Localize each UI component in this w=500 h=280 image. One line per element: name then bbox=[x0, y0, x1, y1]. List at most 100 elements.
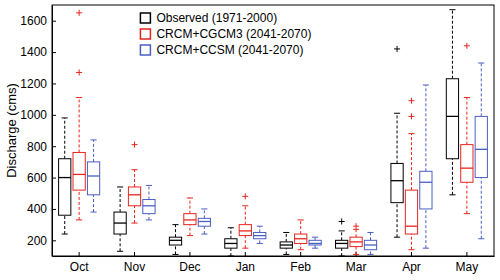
median bbox=[336, 243, 348, 244]
median bbox=[143, 205, 155, 206]
lower-cap bbox=[367, 254, 373, 255]
median bbox=[254, 235, 266, 236]
y-tick: 1600 bbox=[20, 14, 56, 28]
upper-whisker bbox=[230, 228, 231, 239]
box bbox=[420, 171, 432, 209]
lower-whisker bbox=[204, 226, 205, 234]
box-group bbox=[446, 10, 458, 195]
x-tick: May bbox=[456, 252, 479, 274]
median bbox=[225, 243, 237, 244]
x-axis: OctNovDecJanFebMarAprMay bbox=[53, 252, 495, 274]
lower-whisker bbox=[259, 239, 260, 244]
box-group bbox=[114, 187, 126, 251]
y-tick-mark bbox=[52, 209, 56, 210]
y-tick-label: 1400 bbox=[20, 45, 47, 59]
x-tick-label: Dec bbox=[179, 260, 200, 274]
lower-whisker bbox=[148, 214, 149, 220]
box-group bbox=[336, 218, 348, 256]
lower-cap bbox=[449, 194, 455, 195]
box bbox=[73, 152, 85, 190]
upper-cap bbox=[172, 224, 178, 225]
outlier bbox=[464, 43, 470, 49]
lower-cap bbox=[464, 213, 470, 214]
upper-cap bbox=[478, 63, 484, 64]
y-tick-mark bbox=[52, 115, 56, 116]
median bbox=[446, 116, 458, 117]
lower-cap bbox=[339, 256, 345, 257]
x-tick-mark bbox=[300, 252, 301, 256]
lower-whisker bbox=[93, 195, 94, 212]
x-tick: Jan bbox=[236, 252, 255, 274]
upper-whisker bbox=[286, 232, 287, 241]
lower-whisker bbox=[411, 234, 412, 250]
y-tick: 1400 bbox=[20, 45, 56, 59]
upper-cap bbox=[131, 169, 137, 170]
lower-whisker bbox=[466, 182, 467, 213]
upper-cap bbox=[90, 139, 96, 140]
lower-cap bbox=[146, 219, 152, 220]
box-group bbox=[280, 232, 292, 254]
lower-whisker bbox=[134, 206, 135, 223]
outlier bbox=[394, 46, 400, 52]
lower-whisker bbox=[370, 250, 371, 255]
box-group bbox=[295, 220, 307, 250]
upper-cap bbox=[298, 219, 304, 220]
box bbox=[169, 237, 181, 245]
upper-cap bbox=[242, 205, 248, 206]
box bbox=[59, 159, 71, 215]
lower-cap bbox=[117, 251, 123, 252]
box bbox=[391, 163, 403, 202]
series bbox=[73, 10, 473, 255]
upper-cap bbox=[339, 230, 345, 231]
box bbox=[254, 232, 266, 238]
lower-cap bbox=[90, 212, 96, 213]
median bbox=[364, 244, 376, 245]
median bbox=[128, 194, 140, 195]
lower-cap bbox=[76, 219, 82, 220]
upper-whisker bbox=[64, 118, 65, 159]
box bbox=[405, 190, 417, 234]
upper-whisker bbox=[466, 98, 467, 145]
box-group bbox=[364, 232, 376, 254]
boxes bbox=[59, 10, 488, 256]
upper-cap bbox=[464, 97, 470, 98]
y-axis-title: Discharge (cms) bbox=[4, 83, 19, 178]
x-tick-mark bbox=[245, 252, 246, 256]
legend-entry: CRCM+CGCM3 (2041-2070) bbox=[140, 27, 311, 41]
x-tick: Mar bbox=[346, 252, 367, 274]
x-tick-label: May bbox=[456, 260, 479, 274]
lower-whisker bbox=[245, 236, 246, 249]
box-group bbox=[239, 193, 251, 248]
lower-cap bbox=[423, 248, 429, 249]
x-tick: Dec bbox=[179, 252, 200, 274]
legend-label: Observed (1971-2000) bbox=[156, 11, 277, 25]
lower-whisker bbox=[425, 209, 426, 248]
upper-whisker bbox=[148, 185, 149, 199]
outlier bbox=[132, 142, 138, 148]
x-tick: Feb bbox=[290, 252, 311, 274]
upper-cap bbox=[423, 85, 429, 86]
y-tick-mark bbox=[52, 240, 56, 241]
box bbox=[295, 234, 307, 243]
upper-cap bbox=[408, 133, 414, 134]
series bbox=[59, 10, 459, 256]
upper-cap bbox=[62, 117, 68, 118]
y-tick: 1000 bbox=[20, 108, 56, 122]
x-tick-label: Oct bbox=[70, 260, 89, 274]
box bbox=[461, 145, 473, 183]
lower-whisker bbox=[300, 243, 301, 249]
box-group bbox=[350, 223, 362, 254]
lower-whisker bbox=[64, 215, 65, 234]
box-group bbox=[461, 43, 473, 214]
box-group bbox=[420, 85, 432, 248]
upper-whisker bbox=[341, 231, 342, 240]
upper-whisker bbox=[245, 206, 246, 225]
legend-swatch bbox=[140, 45, 150, 55]
upper-cap bbox=[76, 97, 82, 98]
lower-whisker bbox=[120, 234, 121, 251]
upper-cap bbox=[187, 197, 193, 198]
lower-cap bbox=[62, 234, 68, 235]
box bbox=[198, 218, 210, 226]
box-group bbox=[128, 142, 140, 223]
median bbox=[420, 182, 432, 183]
